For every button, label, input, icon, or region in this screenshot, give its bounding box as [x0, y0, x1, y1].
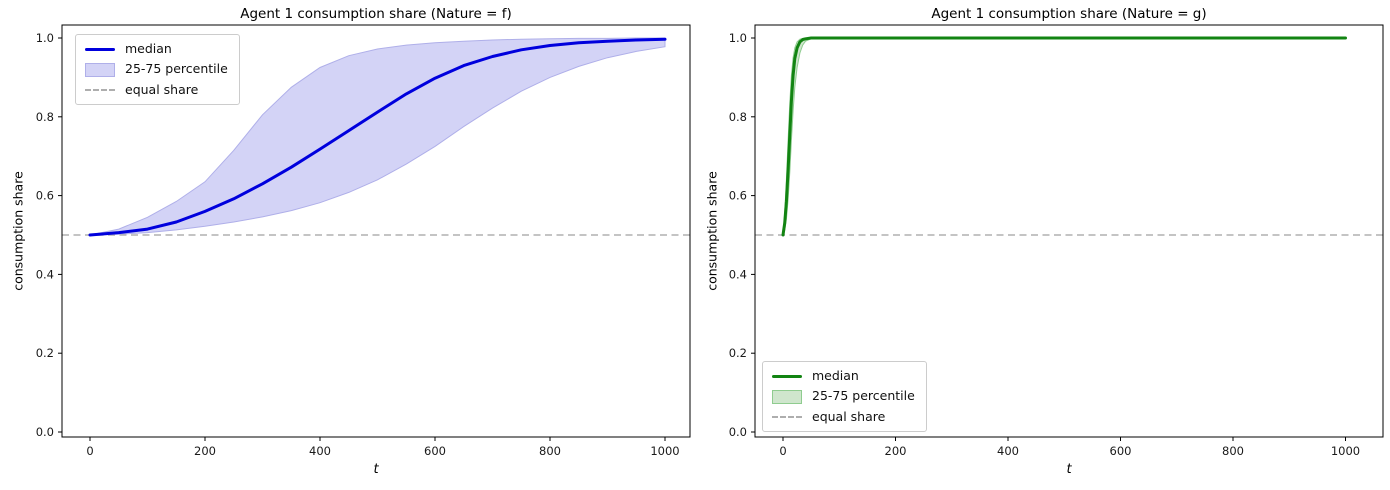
x-tick-label: 600 [424, 444, 446, 458]
y-tick-label: 0.6 [36, 189, 54, 203]
axes-frame [754, 24, 1384, 438]
x-tick-label: 600 [1110, 444, 1132, 458]
y-tick-label: 1.0 [729, 31, 747, 45]
chart-title-left: Agent 1 consumption share (Nature = f) [240, 6, 512, 22]
legend-right: median 25-75 percentile equal share [762, 361, 927, 432]
legend-item: 25-75 percentile [85, 61, 228, 77]
legend-left: median 25-75 percentile equal share [75, 34, 240, 105]
y-tick-label: 0.8 [729, 110, 747, 124]
x-tick-label: 800 [1222, 444, 1244, 458]
chart-right: 0 200 400 600 800 1000 0.0 0.2 0.4 0.6 0.8 1.0 [729, 24, 1384, 458]
y-axis-label-left: consumption share [10, 171, 26, 291]
y-axis-label-right: consumption share [704, 171, 720, 291]
legend-item: equal share [772, 408, 915, 424]
x-tick-label: 200 [885, 444, 907, 458]
legend-item-label: 25-75 percentile [125, 61, 228, 77]
x-tick-label: 1000 [1331, 444, 1360, 458]
chart-left: 0 200 400 600 800 1000 0.0 0.2 0.4 0.6 0.8 1.0 [36, 24, 691, 458]
y-tick-label: 0.4 [729, 267, 747, 281]
y-tick-label: 0.8 [36, 110, 54, 124]
legend-item-label: median [125, 41, 172, 56]
axes-frame [61, 24, 691, 438]
equal-share-line-swatch [772, 415, 802, 418]
percentile-band-swatch [772, 389, 802, 404]
y-tick-label: 0.2 [36, 346, 54, 360]
y-tick-label: 0.0 [36, 425, 54, 439]
median-line-swatch [85, 47, 115, 51]
x-tick-label: 400 [309, 444, 331, 458]
chart-title-right: Agent 1 consumption share (Nature = g) [931, 6, 1207, 22]
legend-item-label: median [812, 368, 859, 383]
x-tick-label: 1000 [650, 444, 679, 458]
y-tick-label: 0.0 [729, 425, 747, 439]
legend-item: median [772, 368, 915, 383]
percentile-band [89, 37, 666, 236]
percentile-band [782, 37, 1346, 236]
legend-item-label: equal share [812, 408, 886, 424]
legend-item-label: 25-75 percentile [812, 388, 915, 404]
percentile-band-swatch [85, 62, 115, 77]
equal-share-line-swatch [85, 88, 115, 91]
legend-item: median [85, 41, 228, 56]
median-line [781, 36, 1347, 237]
x-tick-label: 800 [539, 444, 561, 458]
x-tick-label: 0 [779, 444, 786, 458]
x-axis-label-right: t [1066, 462, 1072, 477]
median-line [88, 37, 667, 237]
x-tick-label: 0 [86, 444, 93, 458]
x-tick-label: 200 [194, 444, 216, 458]
legend-item: 25-75 percentile [772, 388, 915, 404]
x-axis-label-left: t [373, 462, 379, 477]
x-tick-label: 400 [997, 444, 1019, 458]
median-line-swatch [772, 374, 802, 378]
legend-item-label: equal share [125, 81, 199, 97]
y-tick-label: 0.6 [729, 189, 747, 203]
y-tick-label: 0.4 [36, 267, 54, 281]
legend-item: equal share [85, 81, 228, 97]
y-tick-label: 0.2 [729, 346, 747, 360]
y-tick-label: 1.0 [36, 31, 54, 45]
